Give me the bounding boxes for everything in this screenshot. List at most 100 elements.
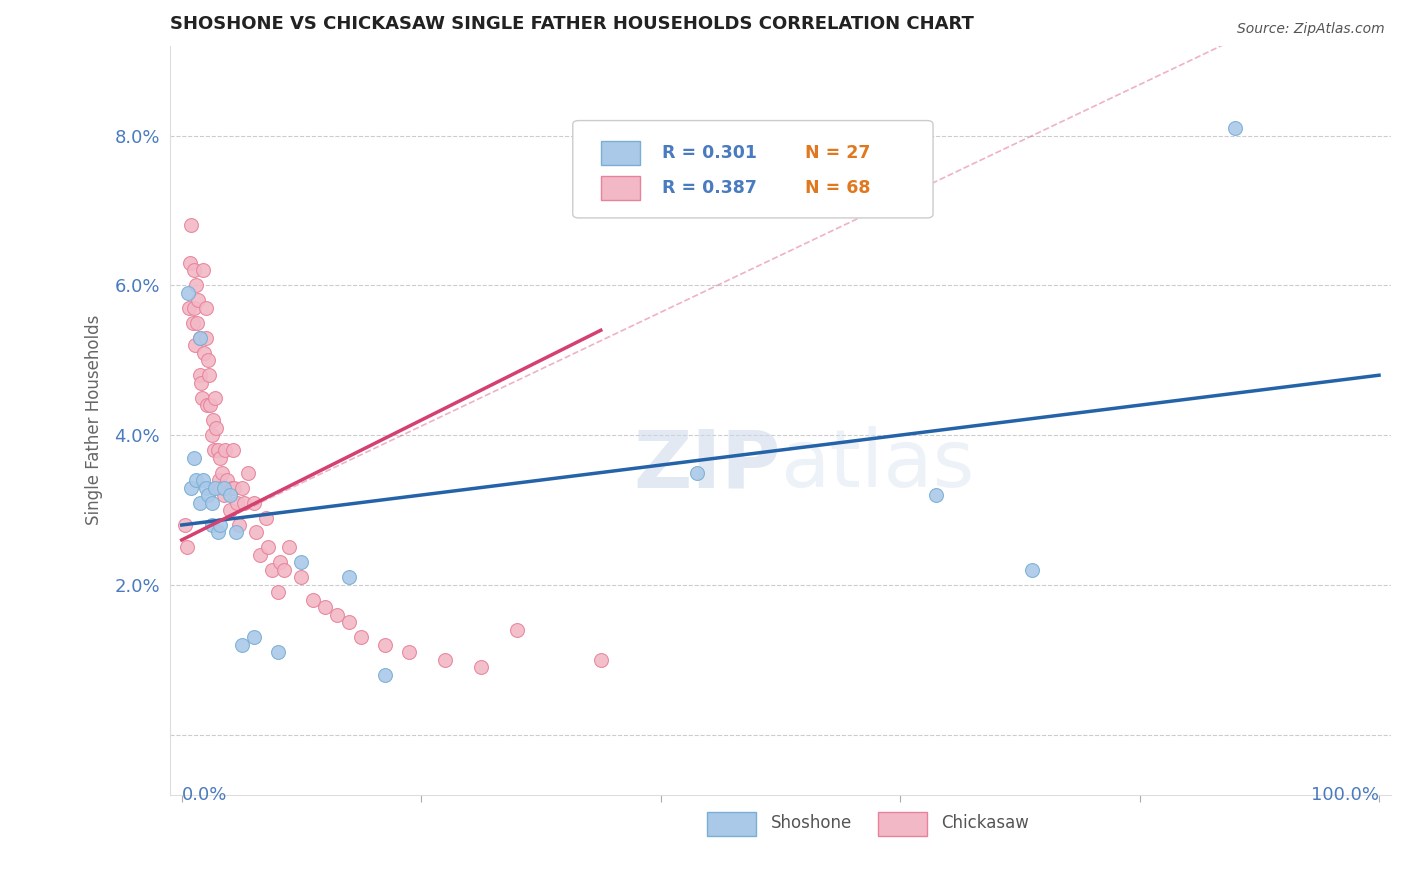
Point bbox=[201, 495, 224, 509]
Point bbox=[202, 443, 225, 458]
Point bbox=[589, 653, 612, 667]
Point bbox=[225, 525, 247, 540]
Point bbox=[266, 585, 288, 599]
Text: R = 0.387: R = 0.387 bbox=[662, 179, 756, 197]
Point bbox=[195, 398, 218, 412]
Point bbox=[350, 631, 373, 645]
Point bbox=[1225, 121, 1247, 136]
Point bbox=[207, 525, 229, 540]
Point bbox=[398, 645, 420, 659]
Point bbox=[186, 316, 208, 330]
Point bbox=[506, 623, 529, 637]
FancyBboxPatch shape bbox=[600, 141, 640, 165]
Point bbox=[193, 473, 215, 487]
Point bbox=[197, 488, 219, 502]
Point bbox=[188, 495, 211, 509]
Point bbox=[337, 570, 360, 584]
Point bbox=[201, 428, 224, 442]
Point bbox=[194, 331, 217, 345]
Point bbox=[180, 219, 202, 233]
Point bbox=[470, 660, 492, 674]
Text: R = 0.301: R = 0.301 bbox=[662, 144, 756, 161]
Point bbox=[193, 263, 215, 277]
Point bbox=[228, 518, 250, 533]
Point bbox=[434, 653, 457, 667]
Point bbox=[266, 645, 288, 659]
Point bbox=[181, 316, 204, 330]
Text: atlas: atlas bbox=[780, 426, 974, 504]
Point bbox=[205, 420, 228, 434]
Point bbox=[208, 473, 231, 487]
Point bbox=[242, 495, 264, 509]
Point bbox=[207, 443, 229, 458]
Text: 0.0%: 0.0% bbox=[181, 786, 228, 804]
FancyBboxPatch shape bbox=[879, 812, 927, 836]
Point bbox=[179, 256, 201, 270]
Text: SHOSHONE VS CHICKASAW SINGLE FATHER HOUSEHOLDS CORRELATION CHART: SHOSHONE VS CHICKASAW SINGLE FATHER HOUS… bbox=[170, 15, 973, 33]
Point bbox=[254, 510, 277, 524]
Point bbox=[176, 541, 198, 555]
Point bbox=[225, 495, 247, 509]
Text: 100.0%: 100.0% bbox=[1310, 786, 1379, 804]
Point bbox=[221, 481, 243, 495]
Point bbox=[337, 615, 360, 630]
Point bbox=[197, 353, 219, 368]
Point bbox=[1021, 563, 1043, 577]
Point bbox=[925, 488, 948, 502]
Point bbox=[269, 556, 291, 570]
Point bbox=[183, 263, 205, 277]
Point bbox=[211, 466, 233, 480]
Point bbox=[204, 391, 226, 405]
Point bbox=[260, 563, 283, 577]
Point bbox=[193, 345, 215, 359]
Text: Source: ZipAtlas.com: Source: ZipAtlas.com bbox=[1237, 22, 1385, 37]
Point bbox=[194, 301, 217, 315]
Point bbox=[194, 481, 217, 495]
Point bbox=[177, 285, 200, 300]
Point bbox=[218, 503, 240, 517]
Point bbox=[374, 638, 396, 652]
Point bbox=[273, 563, 295, 577]
Point bbox=[214, 443, 236, 458]
Point bbox=[233, 495, 256, 509]
Point bbox=[183, 301, 205, 315]
Point bbox=[184, 338, 207, 352]
Point bbox=[204, 481, 226, 495]
Point bbox=[184, 473, 207, 487]
Point bbox=[242, 631, 264, 645]
Point bbox=[218, 488, 240, 502]
Point bbox=[188, 331, 211, 345]
Point bbox=[257, 541, 280, 555]
Point bbox=[212, 488, 235, 502]
Point bbox=[217, 473, 239, 487]
Point bbox=[326, 607, 349, 622]
Point bbox=[188, 331, 211, 345]
Point bbox=[231, 481, 253, 495]
Point bbox=[209, 450, 232, 465]
Point bbox=[374, 667, 396, 681]
Text: ZIP: ZIP bbox=[633, 426, 780, 504]
Point bbox=[245, 525, 267, 540]
Y-axis label: Single Father Households: Single Father Households bbox=[86, 315, 103, 525]
Point bbox=[224, 481, 246, 495]
Point bbox=[191, 391, 214, 405]
Text: N = 68: N = 68 bbox=[804, 179, 870, 197]
Point bbox=[201, 413, 224, 427]
Point bbox=[184, 278, 207, 293]
Point bbox=[290, 556, 312, 570]
Point bbox=[212, 481, 235, 495]
Point bbox=[209, 481, 232, 495]
Point bbox=[685, 466, 707, 480]
Text: N = 27: N = 27 bbox=[804, 144, 870, 161]
Point bbox=[177, 301, 200, 315]
Point bbox=[198, 368, 221, 383]
Point bbox=[183, 450, 205, 465]
Point bbox=[209, 518, 232, 533]
Point bbox=[180, 481, 202, 495]
Point bbox=[314, 600, 336, 615]
Point bbox=[249, 548, 271, 562]
Point bbox=[302, 593, 325, 607]
Point bbox=[188, 368, 211, 383]
Point bbox=[201, 518, 224, 533]
Point bbox=[190, 376, 212, 390]
